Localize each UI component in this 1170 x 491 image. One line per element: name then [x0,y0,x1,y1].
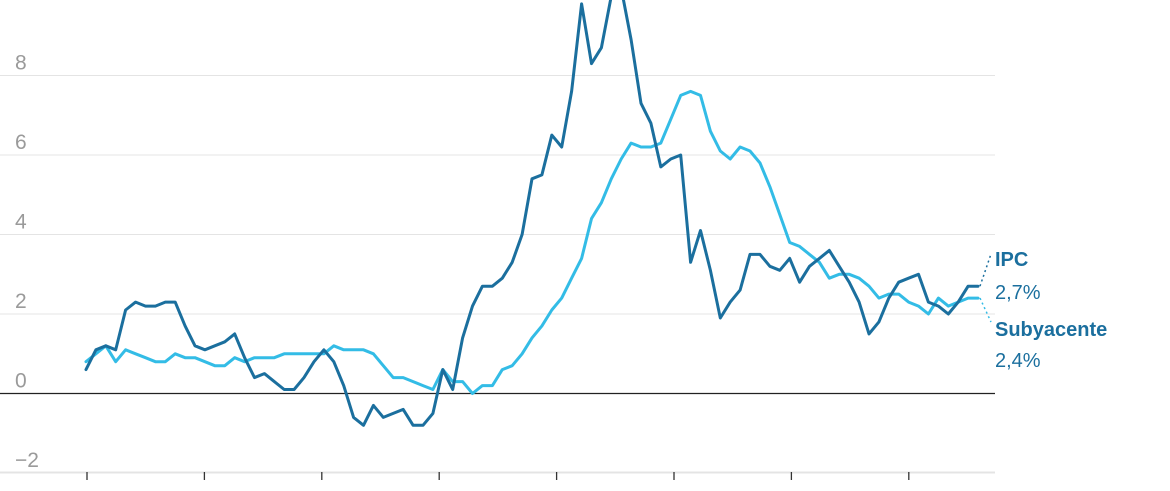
y-tick-label: 6 [15,131,27,154]
y-tick-label: −2 [15,449,39,472]
ipc-series-line [84,0,980,427]
end-labels: IPC 2,7% Subyacente 2,4% [979,249,1107,372]
gridlines [0,75,995,474]
subyacente-label-connector [979,297,992,323]
ipc-label-connector [979,253,992,287]
y-tick-label: 0 [15,370,27,393]
y-axis-tick-labels: 8 6 4 2 0 −2 [15,52,39,473]
subyacente-end-value: 2,4% [995,350,1041,372]
y-tick-label: 2 [15,290,27,313]
series-lines [84,0,980,427]
x-axis-ticks [86,472,910,480]
subyacente-series-line [84,89,980,395]
y-tick-label: 8 [15,52,27,75]
y-tick-label: 4 [15,211,27,234]
ipc-series-name: IPC [995,249,1028,271]
subyacente-series-name: Subyacente [995,319,1107,341]
ipc-end-value: 2,7% [995,282,1041,304]
